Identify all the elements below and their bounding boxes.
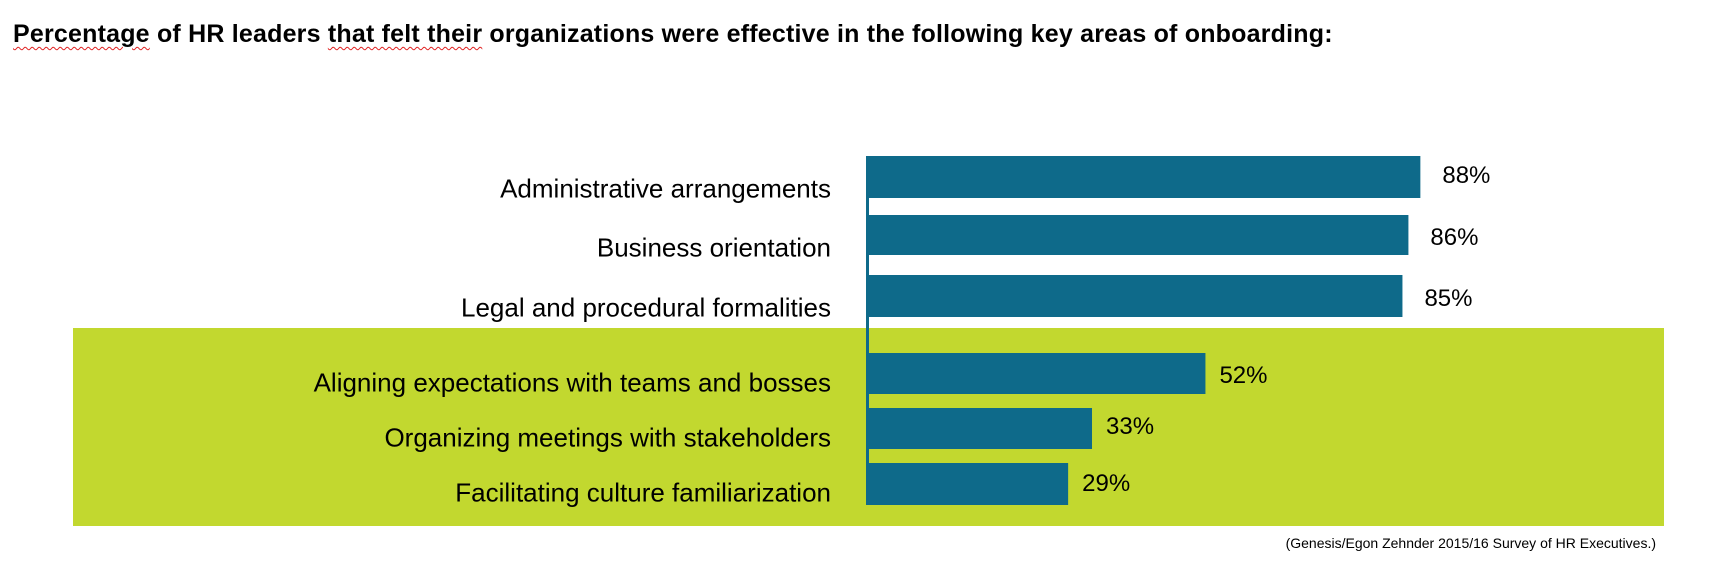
y-axis-line bbox=[866, 156, 869, 504]
value-label: 33% bbox=[1106, 413, 1155, 440]
title-part: of HR leaders bbox=[149, 20, 328, 48]
bar bbox=[866, 463, 1069, 505]
title-part: organizations were effective in the foll… bbox=[482, 20, 1333, 48]
value-label: 85% bbox=[1424, 285, 1473, 312]
value-label: 88% bbox=[1442, 162, 1491, 189]
value-label: 52% bbox=[1219, 362, 1268, 389]
category-label: Organizing meetings with stakeholders bbox=[384, 422, 831, 453]
bar bbox=[866, 156, 1421, 198]
source-note: (Genesis/Egon Zehnder 2015/16 Survey of … bbox=[1285, 535, 1656, 551]
category-label: Facilitating culture familiarization bbox=[455, 477, 831, 508]
bar bbox=[866, 408, 1093, 449]
bar bbox=[866, 215, 1409, 255]
category-label: Business orientation bbox=[596, 232, 831, 263]
category-label: Aligning expectations with teams and bos… bbox=[313, 367, 831, 398]
title-part: Percentage bbox=[13, 20, 150, 48]
bar bbox=[866, 275, 1403, 317]
chart-title: Percentage of HR leaders that felt their… bbox=[13, 20, 1333, 49]
category-label: Legal and procedural formalities bbox=[461, 292, 831, 323]
title-part: that felt their bbox=[327, 20, 483, 48]
bar bbox=[866, 353, 1206, 394]
value-label: 29% bbox=[1082, 470, 1131, 497]
category-label: Administrative arrangements bbox=[500, 173, 831, 204]
value-label: 86% bbox=[1430, 224, 1479, 251]
